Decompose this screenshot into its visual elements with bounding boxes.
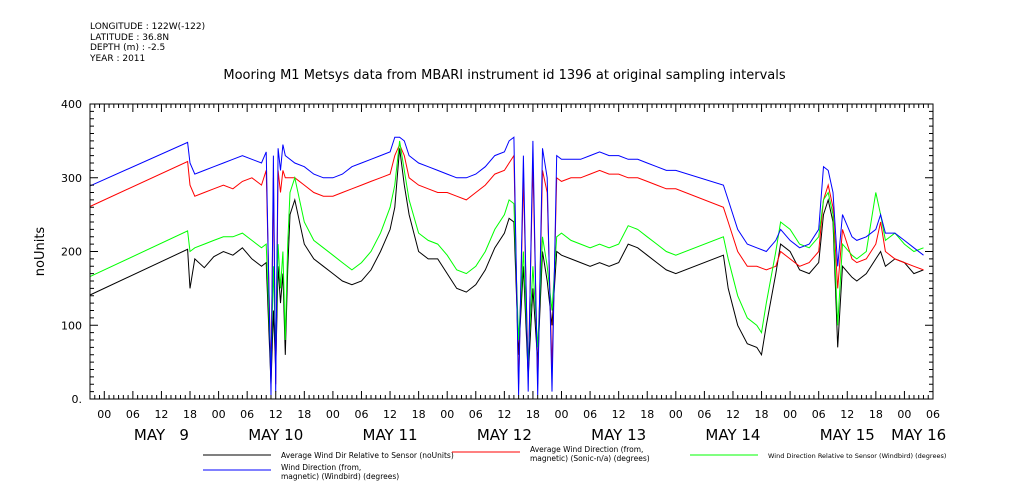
y-tick-label: 0. (72, 393, 83, 406)
x-day-label: MAY 10 (248, 426, 303, 444)
x-day-label: MAY 14 (705, 426, 760, 444)
x-tick-label: 00 (897, 408, 911, 421)
x-tick-label: 18 (183, 408, 197, 421)
x-day-label: MAY 16 (891, 426, 946, 444)
x-tick-label: 12 (269, 408, 283, 421)
x-tick-label: 06 (354, 408, 368, 421)
series-line-3 (89, 136, 924, 396)
legend-label-1: magnetic) (Sonic-n/a) (degrees) (530, 454, 650, 463)
year-text: YEAR : 2011 (90, 53, 146, 64)
x-day-label: MAY 9 (134, 426, 189, 444)
y-tick-label: 100 (61, 319, 82, 332)
x-tick-label: 00 (555, 408, 569, 421)
latitude-text: LATITUDE : 36.8N (90, 32, 170, 43)
chart-title: Mooring M1 Metsys data from MBARI instru… (223, 68, 786, 83)
x-tick-label: 12 (154, 408, 168, 421)
x-day-label: MAY 15 (820, 426, 875, 444)
x-tick-label: 18 (526, 408, 540, 421)
x-tick-label: 12 (383, 408, 397, 421)
legend-label-1: Average Wind Direction (from, (530, 445, 643, 454)
legend-label-2: Wind Direction Relative to Sensor (Windb… (768, 452, 946, 460)
x-tick-label: 00 (783, 408, 797, 421)
x-tick-label: 18 (869, 408, 883, 421)
x-tick-label: 12 (840, 408, 854, 421)
x-day-label: MAY 11 (363, 426, 418, 444)
longitude-text: LONGITUDE : 122W(-122) (90, 22, 206, 32)
metadata-block: LONGITUDE : 122W(-122) LATITUDE : 36.8N … (90, 22, 205, 64)
x-tick-label: 18 (297, 408, 311, 421)
x-tick-label: 06 (469, 408, 483, 421)
series-line-2 (89, 140, 924, 370)
x-tick-label: 06 (697, 408, 711, 421)
y-tick-label: 300 (61, 172, 82, 185)
series-line-0 (89, 148, 924, 385)
x-tick-label: 18 (755, 408, 769, 421)
x-tick-label: 00 (97, 408, 111, 421)
legend-label-0: Average Wind Dir Relative to Sensor (noU… (281, 451, 454, 460)
x-tick-label: 06 (926, 408, 940, 421)
plot-frame (89, 103, 934, 400)
x-tick-label: 12 (497, 408, 511, 421)
x-tick-label: 00 (669, 408, 683, 421)
series-line-1 (89, 143, 924, 385)
y-axis-label: noUnits (33, 227, 48, 277)
x-tick-label: 06 (583, 408, 597, 421)
y-tick-label: 400 (61, 98, 82, 111)
series-layer (89, 136, 924, 396)
legend-label-3: Wind Direction (from, (281, 463, 361, 472)
legend-label-3: magnetic) (Windbird) (degrees) (281, 472, 399, 481)
x-tick-label: 00 (440, 408, 454, 421)
x-day-label: MAY 13 (591, 426, 646, 444)
y-axis: 0. 100 200 300 400 (61, 98, 933, 406)
x-tick-label: 06 (812, 408, 826, 421)
legend: Average Wind Dir Relative to Sensor (noU… (203, 445, 946, 481)
y-tick-label: 200 (61, 246, 82, 259)
x-tick-label: 00 (326, 408, 340, 421)
x-axis: 00 06 12 18 00 06 12 18 00 06 12 18 00 06 12 18 00 06 12 18… (89, 104, 946, 444)
depth-text: DEPTH (m) : -2.5 (90, 43, 166, 53)
x-tick-label: 06 (240, 408, 254, 421)
x-tick-label: 18 (640, 408, 654, 421)
x-day-label: MAY 12 (477, 426, 532, 444)
x-tick-label: 00 (212, 408, 226, 421)
x-tick-label: 06 (126, 408, 140, 421)
x-tick-label: 18 (412, 408, 426, 421)
x-tick-label: 12 (726, 408, 740, 421)
x-tick-label: 12 (612, 408, 626, 421)
